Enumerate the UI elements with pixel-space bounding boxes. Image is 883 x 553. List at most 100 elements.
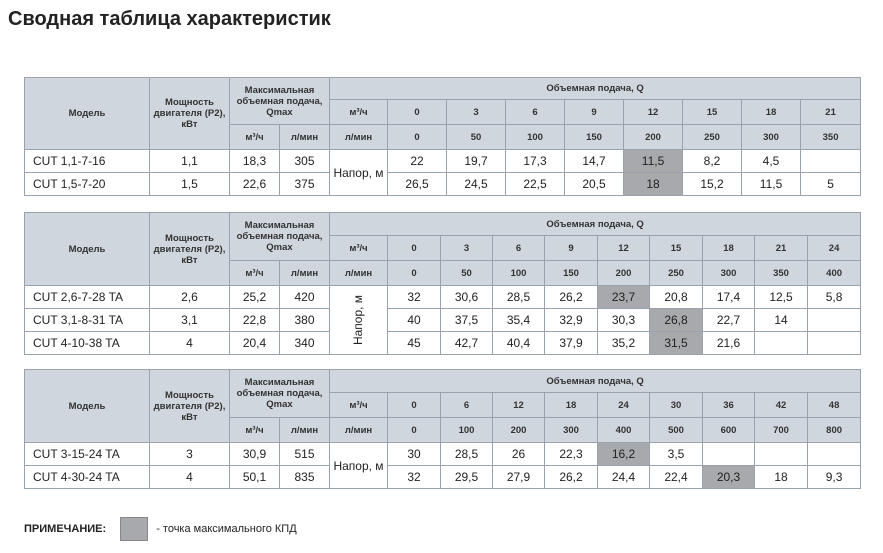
qmax-lmin-value: 305 bbox=[278, 149, 331, 173]
spec-table-1: Модель Мощность двигателя (Р2), кВт Макс… bbox=[24, 77, 862, 196]
head-value: 24,4 bbox=[597, 465, 651, 489]
legend-swatch bbox=[120, 517, 149, 541]
qmax-lmin-value: 420 bbox=[278, 285, 331, 309]
flow-lmin: 100 bbox=[440, 417, 494, 443]
m3h-row: м³/ч 0 3 6 9 12 15 18 21 bbox=[25, 99, 862, 125]
head-value: 32 bbox=[387, 465, 442, 489]
power-header: Мощность двигателя (Р2), кВт bbox=[149, 369, 230, 443]
power-header: Мощность двигателя (Р2), кВт bbox=[149, 77, 230, 150]
lmin-row: м³/ч л/мин л/мин 0 50 100 150 200 250 30… bbox=[25, 124, 862, 150]
model-name: CUT 4-30-24 TA bbox=[24, 465, 150, 489]
model-name: CUT 1,5-7-20 bbox=[24, 172, 150, 196]
spec-table-3: Модель Мощность двигателя (Р2), кВт Макс… bbox=[24, 369, 862, 489]
qmax-lmin-value: 515 bbox=[278, 442, 331, 466]
flow-m3h: 12 bbox=[597, 235, 651, 261]
head-value-max-efficiency: 26,8 bbox=[649, 308, 704, 332]
head-value: 40,4 bbox=[492, 331, 546, 355]
head-value: 14 bbox=[754, 308, 809, 332]
head-label: Напор, м bbox=[351, 294, 366, 346]
flow-header: Объемная подача, Q bbox=[329, 212, 862, 236]
head-value: 26 bbox=[492, 442, 546, 466]
head-value-max-efficiency: 20,3 bbox=[702, 465, 756, 489]
qmax-m3h-value: 20,4 bbox=[229, 331, 280, 355]
flow-m3h: 0 bbox=[387, 392, 442, 418]
qmax-lmin-value: 340 bbox=[278, 331, 331, 355]
flow-m3h: 24 bbox=[597, 392, 651, 418]
flow-lmin: 400 bbox=[597, 417, 651, 443]
flow-lmin: 250 bbox=[649, 260, 704, 286]
head-value: 27,9 bbox=[492, 465, 546, 489]
head-value-max-efficiency: 23,7 bbox=[597, 285, 651, 309]
flow-m3h: 15 bbox=[682, 99, 743, 125]
head-value: 28,5 bbox=[440, 442, 494, 466]
head-value bbox=[807, 442, 862, 466]
row-unit-lmin: л/мин bbox=[329, 124, 389, 150]
head-value: 5,8 bbox=[807, 285, 862, 309]
power-value: 1,1 bbox=[149, 149, 230, 173]
flow-m3h: 6 bbox=[505, 99, 566, 125]
power-value: 3,1 bbox=[149, 308, 230, 332]
qmax-header: Максимальная объемная подача, Qmax bbox=[228, 212, 331, 261]
head-value-max-efficiency: 11,5 bbox=[623, 149, 684, 173]
model-header: Модель bbox=[24, 212, 150, 286]
head-value: 5 bbox=[800, 172, 862, 196]
head-value: 26,5 bbox=[387, 172, 448, 196]
flow-m3h: 9 bbox=[544, 235, 599, 261]
head-value: 32 bbox=[387, 285, 442, 309]
row-unit-lmin: л/мин bbox=[329, 417, 389, 443]
flow-lmin: 100 bbox=[492, 260, 546, 286]
model-name: CUT 3,1-8-31 TA bbox=[24, 308, 150, 332]
power-value: 4 bbox=[149, 331, 230, 355]
head-label-vertical: Напор, м bbox=[329, 285, 389, 355]
head-value: 17,3 bbox=[505, 149, 566, 173]
qmax-m3h-value: 25,2 bbox=[229, 285, 280, 309]
table-row: CUT 2,6-7-28 TA 2,6 25,2 420 Напор, м 32… bbox=[24, 285, 862, 355]
legend-label: ПРИМЕЧАНИЕ: bbox=[24, 523, 107, 535]
page-title: Сводная таблица характеристик bbox=[8, 8, 331, 30]
flow-lmin: 0 bbox=[387, 124, 448, 150]
flow-m3h: 15 bbox=[649, 235, 704, 261]
flow-m3h: 3 bbox=[440, 235, 494, 261]
power-value: 1,5 bbox=[149, 172, 230, 196]
qmax-unit-m3h: м³/ч bbox=[229, 124, 280, 150]
flow-m3h: 9 bbox=[564, 99, 625, 125]
head-value: 26,2 bbox=[544, 465, 599, 489]
flow-lmin: 300 bbox=[544, 417, 599, 443]
flow-m3h: 21 bbox=[800, 99, 862, 125]
flow-lmin: 50 bbox=[440, 260, 494, 286]
head-value: 19,7 bbox=[446, 149, 507, 173]
flow-m3h: 18 bbox=[741, 99, 802, 125]
m3h-row: м³/ч 0 3 6 9 12 15 18 21 24 bbox=[25, 235, 862, 261]
head-value: 22,7 bbox=[702, 308, 756, 332]
legend: ПРИМЕЧАНИЕ: - точка максимального КПД bbox=[24, 517, 297, 541]
head-value: 42,7 bbox=[440, 331, 494, 355]
qmax-unit-m3h: м³/ч bbox=[229, 417, 280, 443]
head-value: 29,5 bbox=[440, 465, 494, 489]
qmax-m3h-value: 22,6 bbox=[229, 172, 280, 196]
head-value: 15,2 bbox=[682, 172, 743, 196]
flow-lmin: 50 bbox=[446, 124, 507, 150]
head-value: 22,4 bbox=[649, 465, 704, 489]
head-value: 35,2 bbox=[597, 331, 651, 355]
row-unit-m3h: м³/ч bbox=[329, 392, 389, 418]
flow-lmin: 200 bbox=[597, 260, 651, 286]
power-value: 2,6 bbox=[149, 285, 230, 309]
flow-lmin: 600 bbox=[702, 417, 756, 443]
flow-header: Объемная подача, Q bbox=[329, 369, 862, 393]
flow-m3h: 36 bbox=[702, 392, 756, 418]
qmax-lmin-value: 835 bbox=[278, 465, 331, 489]
flow-m3h: 48 bbox=[807, 392, 862, 418]
flow-lmin: 400 bbox=[807, 260, 862, 286]
flow-lmin: 200 bbox=[492, 417, 546, 443]
flow-lmin: 800 bbox=[807, 417, 862, 443]
model-name: CUT 1,1-7-16 bbox=[24, 149, 150, 173]
head-value bbox=[807, 331, 862, 355]
head-value bbox=[807, 308, 862, 332]
flow-lmin: 350 bbox=[754, 260, 809, 286]
power-value: 3 bbox=[149, 442, 230, 466]
head-value-max-efficiency: 16,2 bbox=[597, 442, 651, 466]
table-row: CUT 3,1-8-31 TA 3,1 22,8 380 40 37,5 35,… bbox=[24, 308, 862, 332]
head-value: 32,9 bbox=[544, 308, 599, 332]
flow-lmin: 0 bbox=[387, 260, 442, 286]
flow-m3h: 18 bbox=[544, 392, 599, 418]
